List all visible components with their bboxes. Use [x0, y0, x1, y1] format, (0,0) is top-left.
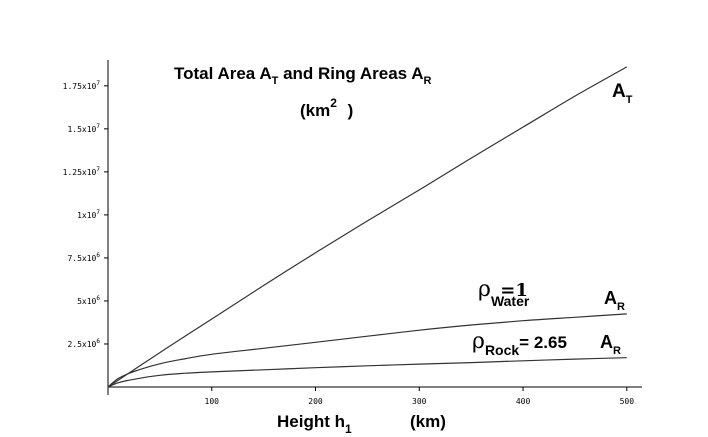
- series-label-at-main: A: [612, 81, 626, 102]
- x-axis-label-sub: 1: [345, 422, 352, 436]
- series-label-ar-water: AR: [604, 288, 625, 313]
- annotation-water: ρWater =1: [478, 277, 530, 309]
- x-axis-label-unit: (km): [410, 412, 446, 431]
- title-sub-r: R: [424, 75, 432, 87]
- annotation-rock: ρRock= 2.65: [472, 329, 567, 358]
- x-tick-label: 300: [412, 397, 427, 406]
- x-tick-label: 200: [308, 397, 323, 406]
- series-label-ar-rock-sub: R: [613, 345, 621, 357]
- series-curves: [107, 66, 628, 388]
- annotation-rock-sub: Rock: [485, 342, 519, 358]
- title-sub-t: T: [272, 75, 279, 87]
- series-label-ar-water-main: A: [604, 288, 617, 308]
- annotation-rock-value: = 2.65: [519, 333, 567, 352]
- annotation-rock-rho: ρ: [472, 329, 485, 354]
- series-line-1: [107, 313, 627, 388]
- title-units: (km: [300, 101, 330, 120]
- series-label-ar-water-sub: R: [617, 301, 625, 313]
- series-label-at: AT: [612, 81, 633, 106]
- series-label-at-sub: T: [626, 94, 633, 106]
- x-axis-label: Height h1 (km): [277, 412, 446, 436]
- title-mid: and Ring Areas A: [278, 64, 423, 83]
- annotation-water-sub: Water: [491, 293, 530, 309]
- y-tick-label: 1x107: [77, 209, 100, 220]
- series-label-ar-rock: AR: [600, 332, 621, 357]
- y-tick-label: 1.75x107: [63, 80, 101, 91]
- y-ticks: 2.5x106 5x106 7.5x106 1x107 1.25x107 1.5x107 1…: [63, 80, 108, 349]
- chart-title-line2: (km2 ): [300, 96, 353, 120]
- title-units-sup: 2: [330, 96, 337, 110]
- x-tick-label: 400: [516, 397, 531, 406]
- annotation-water-value: =1: [494, 280, 528, 301]
- y-tick-label: 2.5x106: [67, 338, 100, 349]
- x-tick-label: 500: [620, 397, 635, 406]
- series-line-0: [107, 66, 628, 388]
- title-units-end: ): [343, 101, 353, 120]
- title-main: Total Area A: [174, 64, 272, 83]
- x-tick-label: 100: [205, 397, 220, 406]
- y-tick-label: 7.5x106: [67, 252, 100, 263]
- series-line-2: [107, 357, 627, 388]
- chart-title-line1: Total Area AT and Ring Areas AR: [174, 64, 432, 87]
- series-label-ar-rock-main: A: [600, 332, 613, 352]
- x-axis-label-main: Height h: [277, 412, 345, 431]
- y-tick-label: 1.5x107: [67, 123, 100, 134]
- y-tick-label: 5x106: [77, 295, 100, 306]
- x-ticks: 100 200 300 400 500: [205, 387, 635, 406]
- annotation-water-rho: ρ: [478, 277, 491, 302]
- y-tick-label: 1.25x107: [63, 166, 101, 177]
